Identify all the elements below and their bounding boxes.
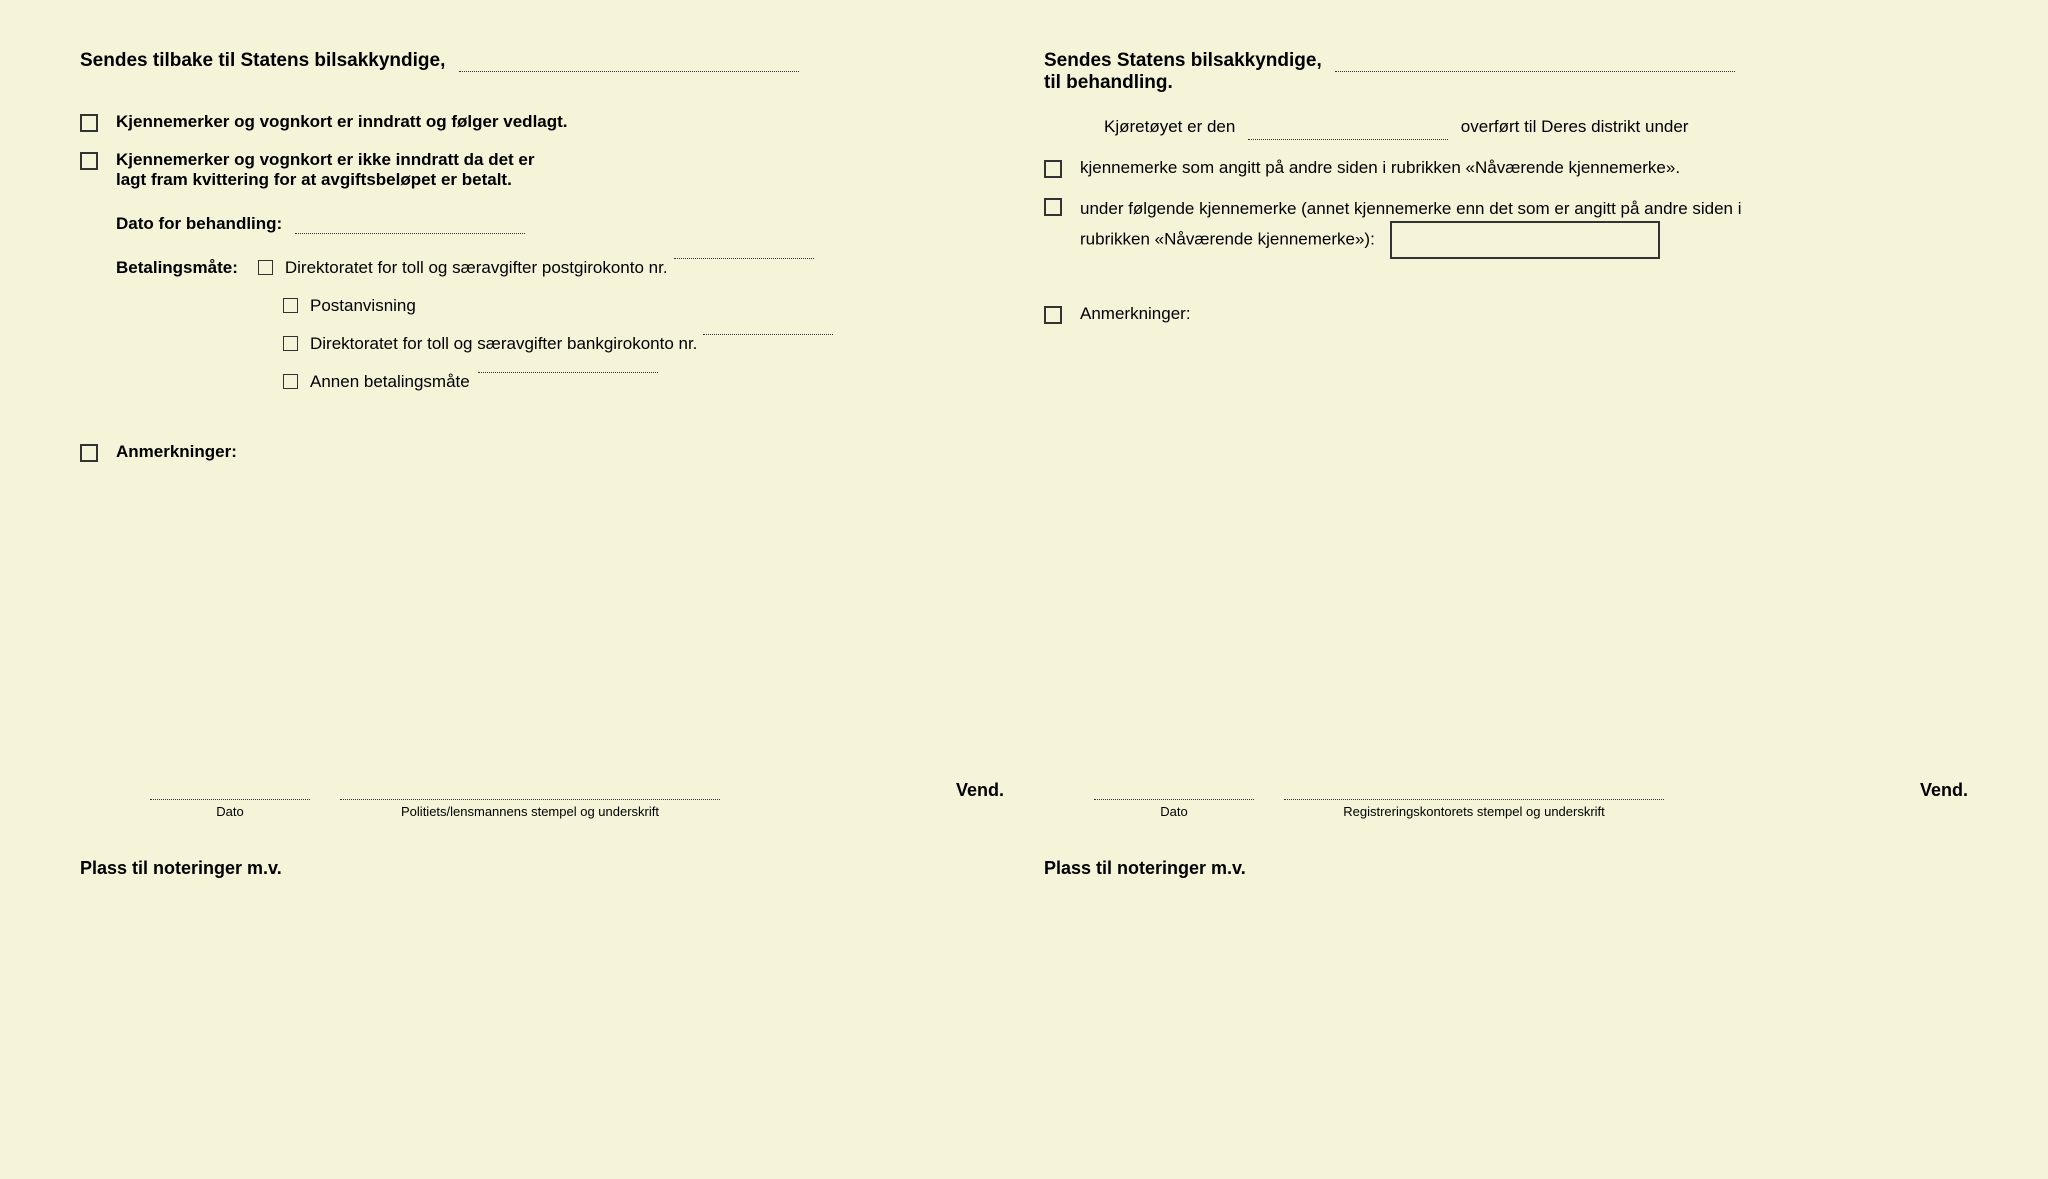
heading-text: Sendes tilbake til Statens bilsakkyndige… — [80, 50, 445, 71]
sig-dato-line-right[interactable] — [1094, 799, 1254, 800]
checkbox-kjennemerke-angitt[interactable] — [1044, 160, 1062, 178]
pay2-row: Postanvisning — [283, 296, 1004, 316]
pay3-label: Direktoratet for toll og særavgifter ban… — [310, 334, 697, 354]
anmerk-row-right: Anmerkninger: — [1044, 304, 1968, 324]
checkbox-postanvisning[interactable] — [283, 298, 298, 313]
checkbox-postgiro[interactable] — [258, 260, 273, 275]
heading-underline[interactable] — [459, 71, 799, 72]
check2-label-a: Kjennemerker og vognkort er ikke inndrat… — [116, 150, 535, 170]
check-row-2: Kjennemerker og vognkort er ikke inndrat… — [80, 150, 1004, 190]
sig-stamp-block-right: Registreringskontorets stempel og unders… — [1284, 799, 1664, 819]
check-row-r2: under følgende kjennemerke (annet kjenne… — [1044, 196, 1968, 260]
betaling-row: Betalingsmåte: Direktoratet for toll og … — [116, 258, 1004, 278]
line1b: overført til Deres distrikt under — [1461, 117, 1689, 136]
checkbox-inndratt[interactable] — [80, 114, 98, 132]
check2-label-b: lagt fram kvittering for at avgiftsbeløp… — [116, 170, 535, 190]
vend-left: Vend. — [956, 780, 1004, 801]
sig-stamp-line-left[interactable] — [340, 799, 720, 800]
anmerk-label-right: Anmerkninger: — [1080, 304, 1191, 324]
checkr2-label-b: rubrikken «Nåværende kjennemerke»): — [1080, 229, 1375, 248]
pay4-label: Annen betalingsmåte — [310, 372, 470, 392]
dato-label: Dato for behandling: — [116, 214, 282, 233]
sig-stamp-block-left: Politiets/lensmannens stempel og undersk… — [340, 799, 720, 819]
sig-dato-block-left: Dato — [150, 799, 310, 819]
checkbox-annen[interactable] — [283, 374, 298, 389]
sig-dato-label-right: Dato — [1094, 804, 1254, 819]
pay1-line[interactable] — [674, 258, 814, 259]
form-document: Sendes tilbake til Statens bilsakkyndige… — [0, 0, 2048, 1179]
betaling-label: Betalingsmåte: — [116, 258, 238, 278]
checkbox-annet-kjennemerke[interactable] — [1044, 198, 1062, 216]
left-heading: Sendes tilbake til Statens bilsakkyndige… — [80, 50, 1004, 72]
checkr1-label: kjennemerke som angitt på andre siden i … — [1080, 158, 1680, 178]
checkbox-bankgiro[interactable] — [283, 336, 298, 351]
right-heading: Sendes Statens bilsakkyndige, til behand… — [1044, 50, 1968, 94]
signature-left: Dato Politiets/lensmannens stempel og un… — [80, 780, 1004, 819]
notes-heading-right: Plass til noteringer m.v. — [1044, 858, 1246, 879]
check-row-r1: kjennemerke som angitt på andre siden i … — [1044, 158, 1968, 178]
checkbox-ikke-inndratt[interactable] — [80, 152, 98, 170]
sig-stamp-label-left: Politiets/lensmannens stempel og undersk… — [340, 804, 720, 819]
date-line-r[interactable] — [1248, 139, 1448, 140]
sig-dato-line-left[interactable] — [150, 799, 310, 800]
anmerk-row-left: Anmerkninger: — [80, 442, 1004, 462]
dato-line[interactable] — [295, 233, 525, 234]
check-row-1: Kjennemerker og vognkort er inndratt og … — [80, 112, 1004, 132]
heading-text-r1: Sendes Statens bilsakkyndige, — [1044, 50, 1322, 71]
notes-heading-left: Plass til noteringer m.v. — [80, 858, 282, 879]
pay4-line[interactable] — [478, 372, 658, 373]
anmerk-label-left: Anmerkninger: — [116, 442, 237, 462]
signature-right: Dato Registreringskontorets stempel og u… — [1044, 780, 1968, 819]
sig-dato-block-right: Dato — [1094, 799, 1254, 819]
transfer-line: Kjøretøyet er den overført til Deres dis… — [1104, 114, 1968, 140]
heading-underline-r[interactable] — [1335, 71, 1735, 72]
checkbox-anmerk-right[interactable] — [1044, 306, 1062, 324]
check1-label: Kjennemerker og vognkort er inndratt og … — [116, 112, 568, 132]
pay2-label: Postanvisning — [310, 296, 416, 316]
dato-row: Dato for behandling: — [116, 214, 1004, 234]
checkr2-label-a: under følgende kjennemerke (annet kjenne… — [1080, 196, 1742, 222]
left-form: Sendes tilbake til Statens bilsakkyndige… — [60, 50, 1024, 1129]
pay3-line[interactable] — [703, 334, 833, 335]
sig-stamp-line-right[interactable] — [1284, 799, 1664, 800]
checkbox-anmerk-left[interactable] — [80, 444, 98, 462]
pay4-row: Annen betalingsmåte — [283, 372, 1004, 392]
kjennemerke-box[interactable] — [1390, 221, 1660, 259]
line1a: Kjøretøyet er den — [1104, 117, 1235, 136]
pay1-label: Direktoratet for toll og særavgifter pos… — [285, 258, 668, 278]
vend-right: Vend. — [1920, 780, 1968, 801]
sig-stamp-label-right: Registreringskontorets stempel og unders… — [1284, 804, 1664, 819]
sig-dato-label-left: Dato — [150, 804, 310, 819]
right-form: Sendes Statens bilsakkyndige, til behand… — [1024, 50, 1988, 1129]
pay3-row: Direktoratet for toll og særavgifter ban… — [283, 334, 1004, 354]
heading-text-r2: til behandling. — [1044, 72, 1968, 94]
